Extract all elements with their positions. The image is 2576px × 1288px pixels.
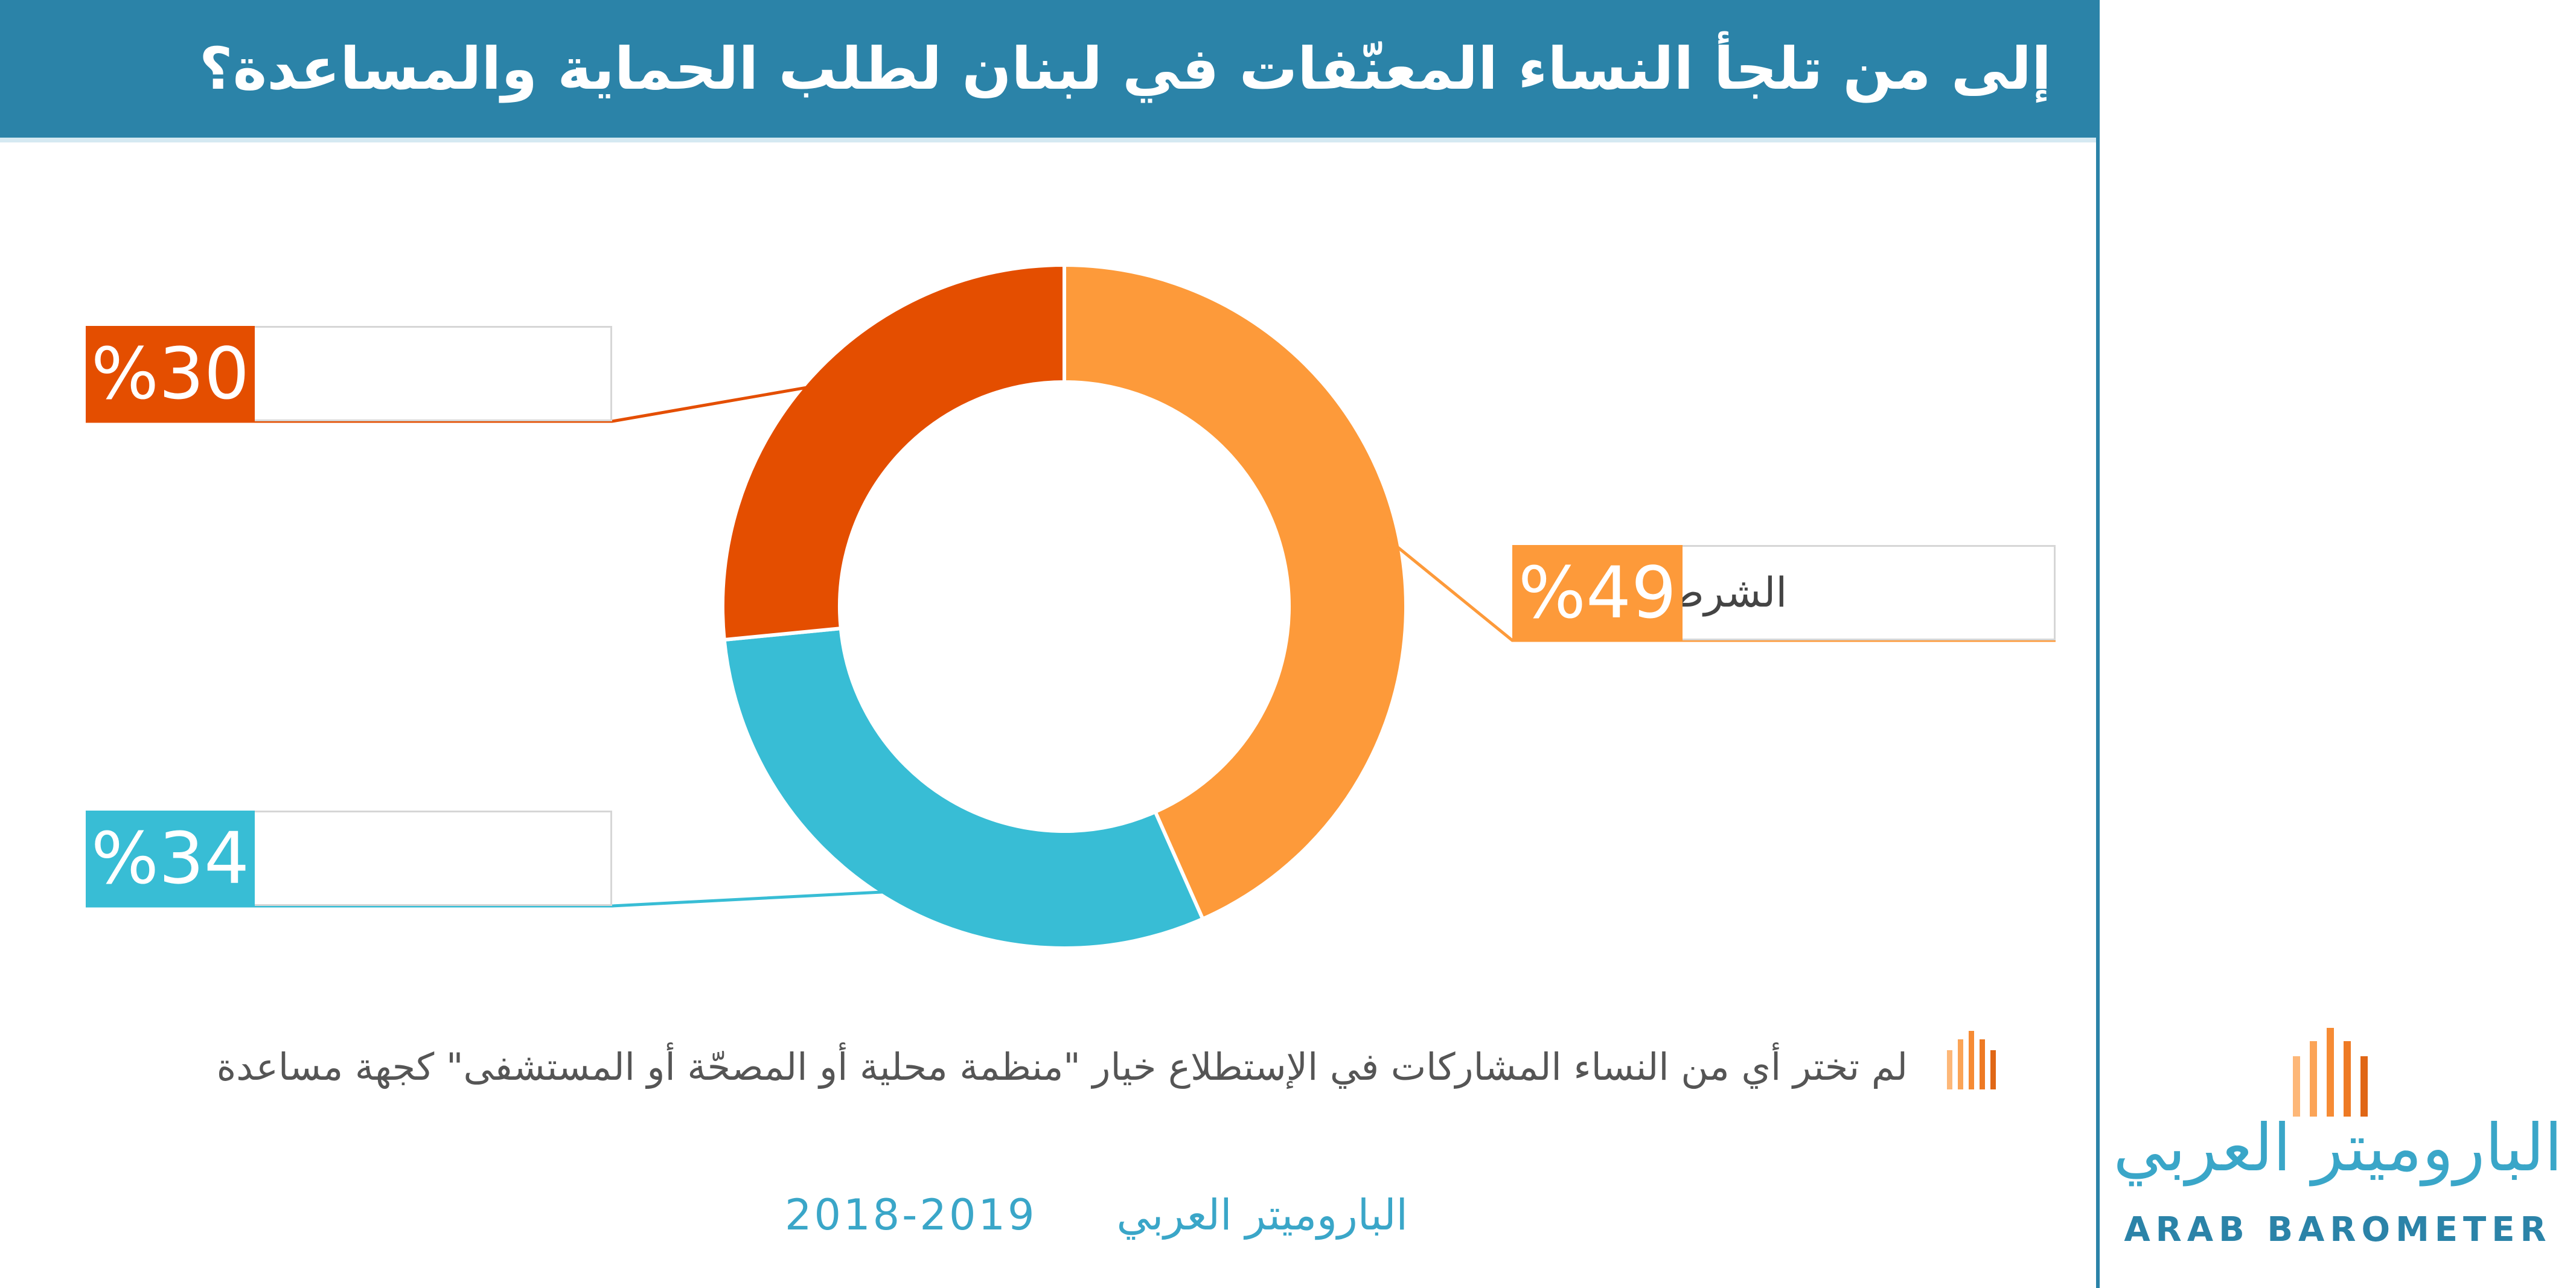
leader-line-1	[1385, 537, 2056, 642]
bars-icon	[2293, 1028, 2368, 1117]
title-bar: إلى من تلجأ النساء المعنّفات في لبنان لط…	[0, 0, 2100, 142]
source-years: 2018-2019	[785, 1190, 1037, 1240]
leader-lines	[86, 383, 2056, 908]
bars-icon	[1947, 1031, 1996, 1089]
donut-slice-2	[722, 626, 1206, 950]
donut-slices	[721, 263, 1408, 950]
leader-line-2	[86, 890, 898, 908]
chart-title: إلى من تلجأ النساء المعنّفات في لبنان لط…	[199, 35, 2051, 103]
leader-line-3	[86, 383, 821, 423]
donut-slice-1	[1063, 263, 1408, 922]
donut-slice-3	[721, 263, 1066, 642]
donut-chart	[86, 263, 2056, 950]
footnote: لم تختر أي من النساء المشاركات في الإستط…	[216, 1045, 1908, 1089]
slice-value-label: %30	[86, 326, 255, 421]
logo-english-text: ARAB BAROMETER	[2124, 1210, 2552, 1249]
logo-arabic-text: الباروميتر العربي	[2113, 1111, 2563, 1186]
slice-value-label: %34	[86, 811, 255, 906]
slice-value-label: %49	[1512, 545, 1683, 640]
source-name: الباروميتر العربي	[1116, 1190, 1408, 1240]
vertical-divider	[2096, 0, 2100, 1288]
